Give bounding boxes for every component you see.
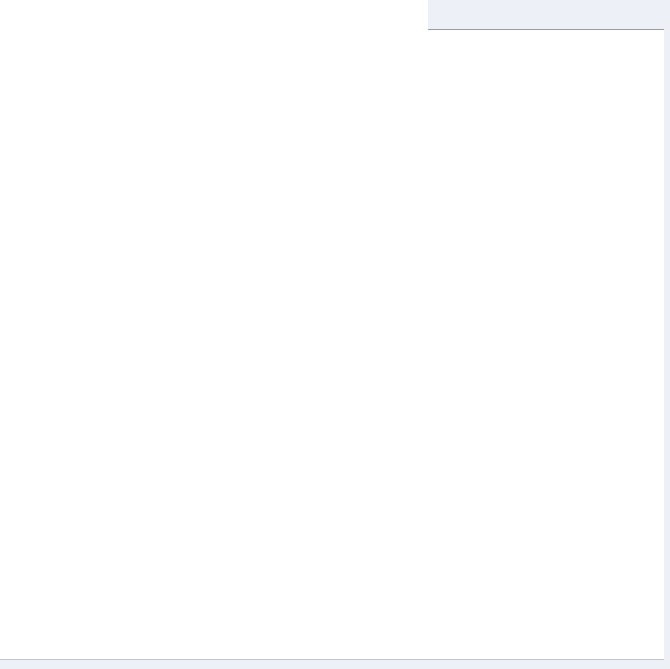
page-margin-right <box>664 0 670 669</box>
time-axis[interactable] <box>0 646 664 660</box>
chart-widget-background <box>0 30 664 660</box>
publish-header <box>0 0 428 30</box>
page-margin-bottom <box>0 661 670 669</box>
